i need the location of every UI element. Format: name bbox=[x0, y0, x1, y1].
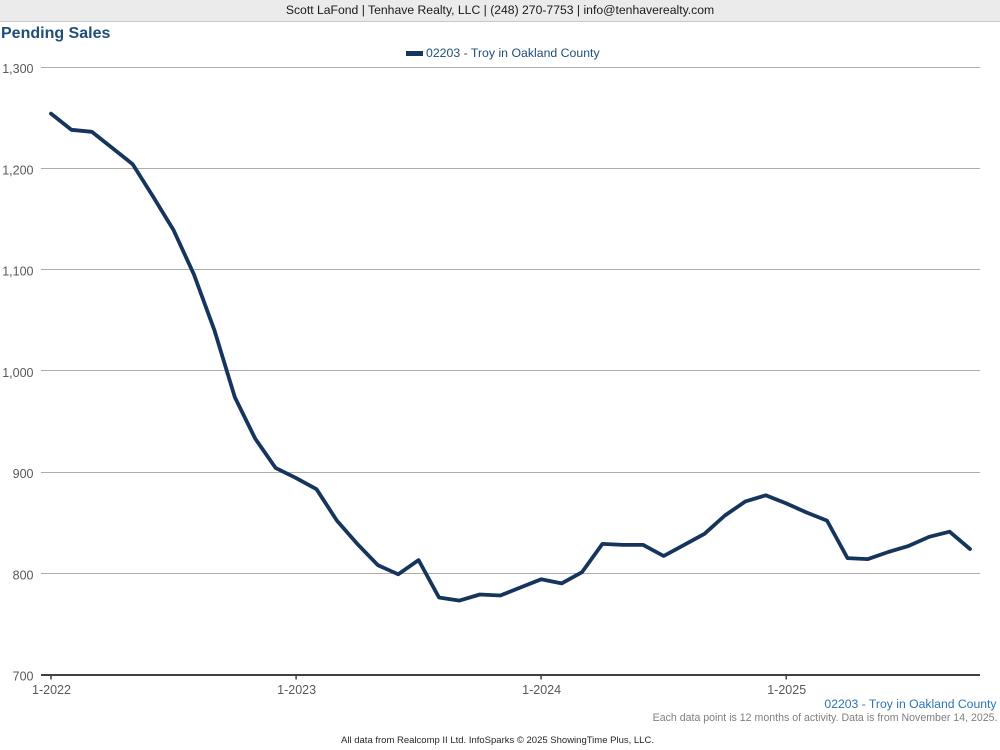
svg-text:1,300: 1,300 bbox=[2, 62, 33, 76]
svg-text:800: 800 bbox=[13, 568, 34, 582]
svg-text:1-2025: 1-2025 bbox=[767, 683, 806, 697]
svg-text:700: 700 bbox=[13, 670, 34, 684]
svg-text:1-2022: 1-2022 bbox=[32, 683, 71, 697]
svg-text:1,200: 1,200 bbox=[2, 163, 33, 177]
svg-text:900: 900 bbox=[13, 467, 34, 481]
svg-text:1-2024: 1-2024 bbox=[522, 683, 561, 697]
svg-text:1,000: 1,000 bbox=[2, 366, 33, 380]
svg-text:1,100: 1,100 bbox=[2, 265, 33, 279]
svg-text:1-2023: 1-2023 bbox=[277, 683, 316, 697]
